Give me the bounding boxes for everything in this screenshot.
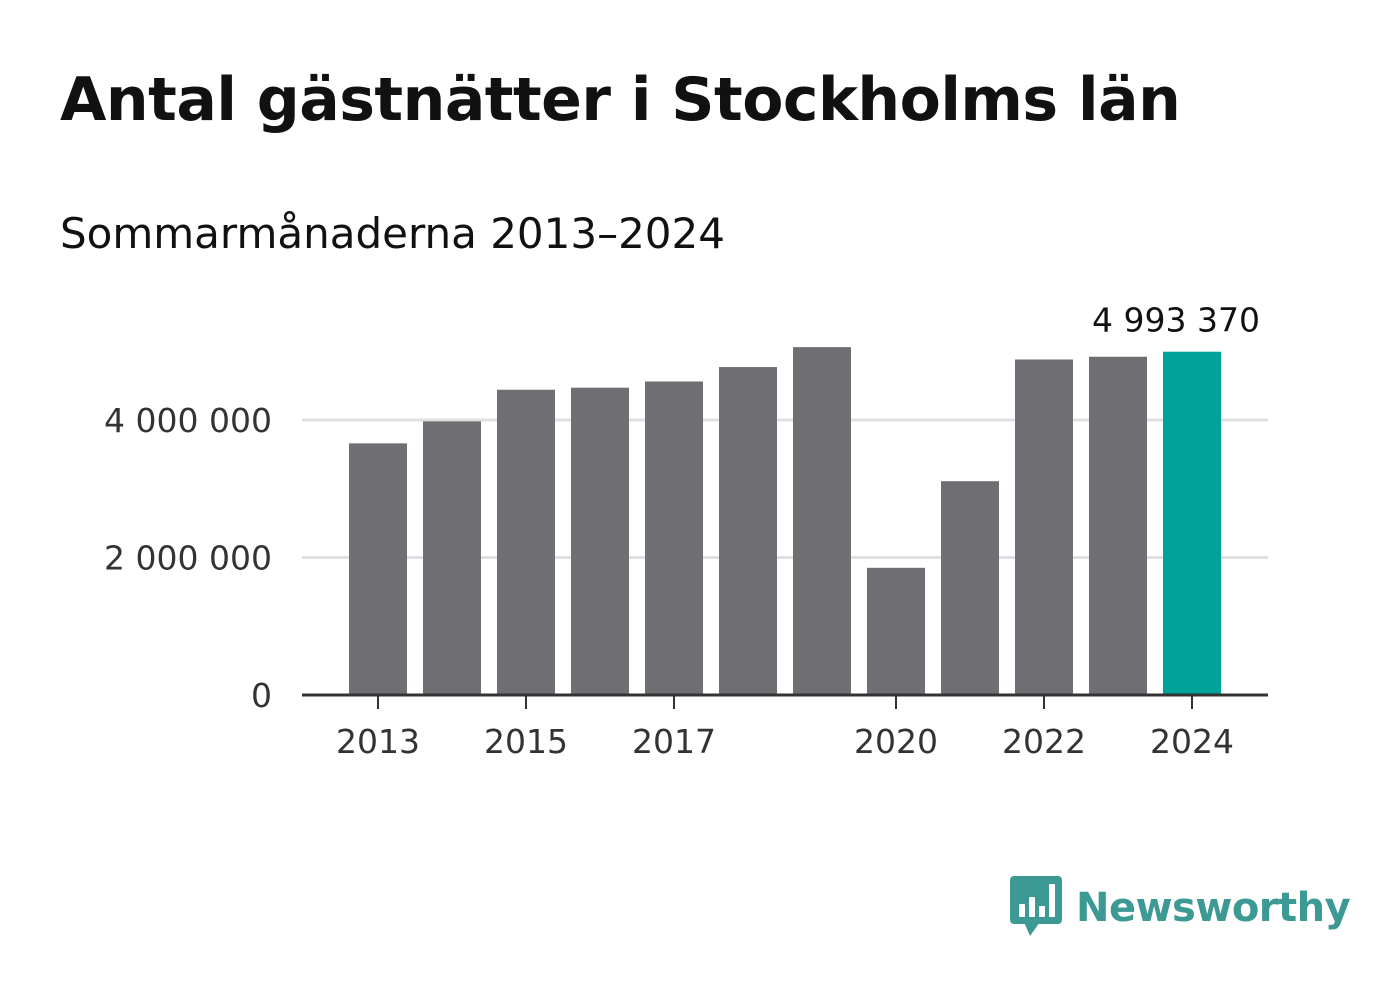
chart-title: Antal gästnätter i Stockholms län — [60, 65, 1181, 135]
bar-2024 — [1163, 351, 1221, 695]
bar-chart-speech-bubble-icon — [1010, 876, 1062, 940]
x-tick-label: 2017 — [632, 722, 716, 761]
x-tick-label: 2013 — [336, 722, 420, 761]
bars — [349, 347, 1221, 695]
y-tick-label: 2 000 000 — [104, 539, 272, 578]
data-labels: 4 993 370 — [1092, 301, 1260, 340]
bar-2021 — [941, 481, 999, 695]
bar-2016 — [571, 387, 629, 695]
bar-2018 — [719, 367, 777, 695]
bar-2023 — [1089, 356, 1147, 695]
bar-2020 — [867, 567, 925, 695]
x-tick-label: 2015 — [484, 722, 568, 761]
bar-2015 — [497, 389, 555, 695]
bar-2022 — [1015, 359, 1073, 695]
brand-logo: Newsworthy — [1010, 876, 1351, 940]
brand-name: Newsworthy — [1076, 885, 1351, 931]
bar-2013 — [349, 443, 407, 695]
x-tick-label: 2024 — [1150, 722, 1234, 761]
x-axis-ticks: 2013 2015 2017 2020 2022 2024 — [336, 695, 1234, 761]
bar-2019 — [793, 347, 851, 695]
y-tick-label: 0 — [251, 676, 272, 715]
bar-2014 — [423, 421, 481, 695]
chart-subtitle: Sommarmånaderna 2013–2024 — [60, 209, 725, 258]
x-tick-label: 2020 — [854, 722, 938, 761]
bar-2017 — [645, 381, 703, 695]
data-label: 4 993 370 — [1092, 301, 1260, 340]
y-axis-tick-labels: 0 2 000 000 4 000 000 — [104, 401, 272, 715]
x-tick-label: 2022 — [1002, 722, 1086, 761]
y-tick-label: 4 000 000 — [104, 401, 272, 440]
